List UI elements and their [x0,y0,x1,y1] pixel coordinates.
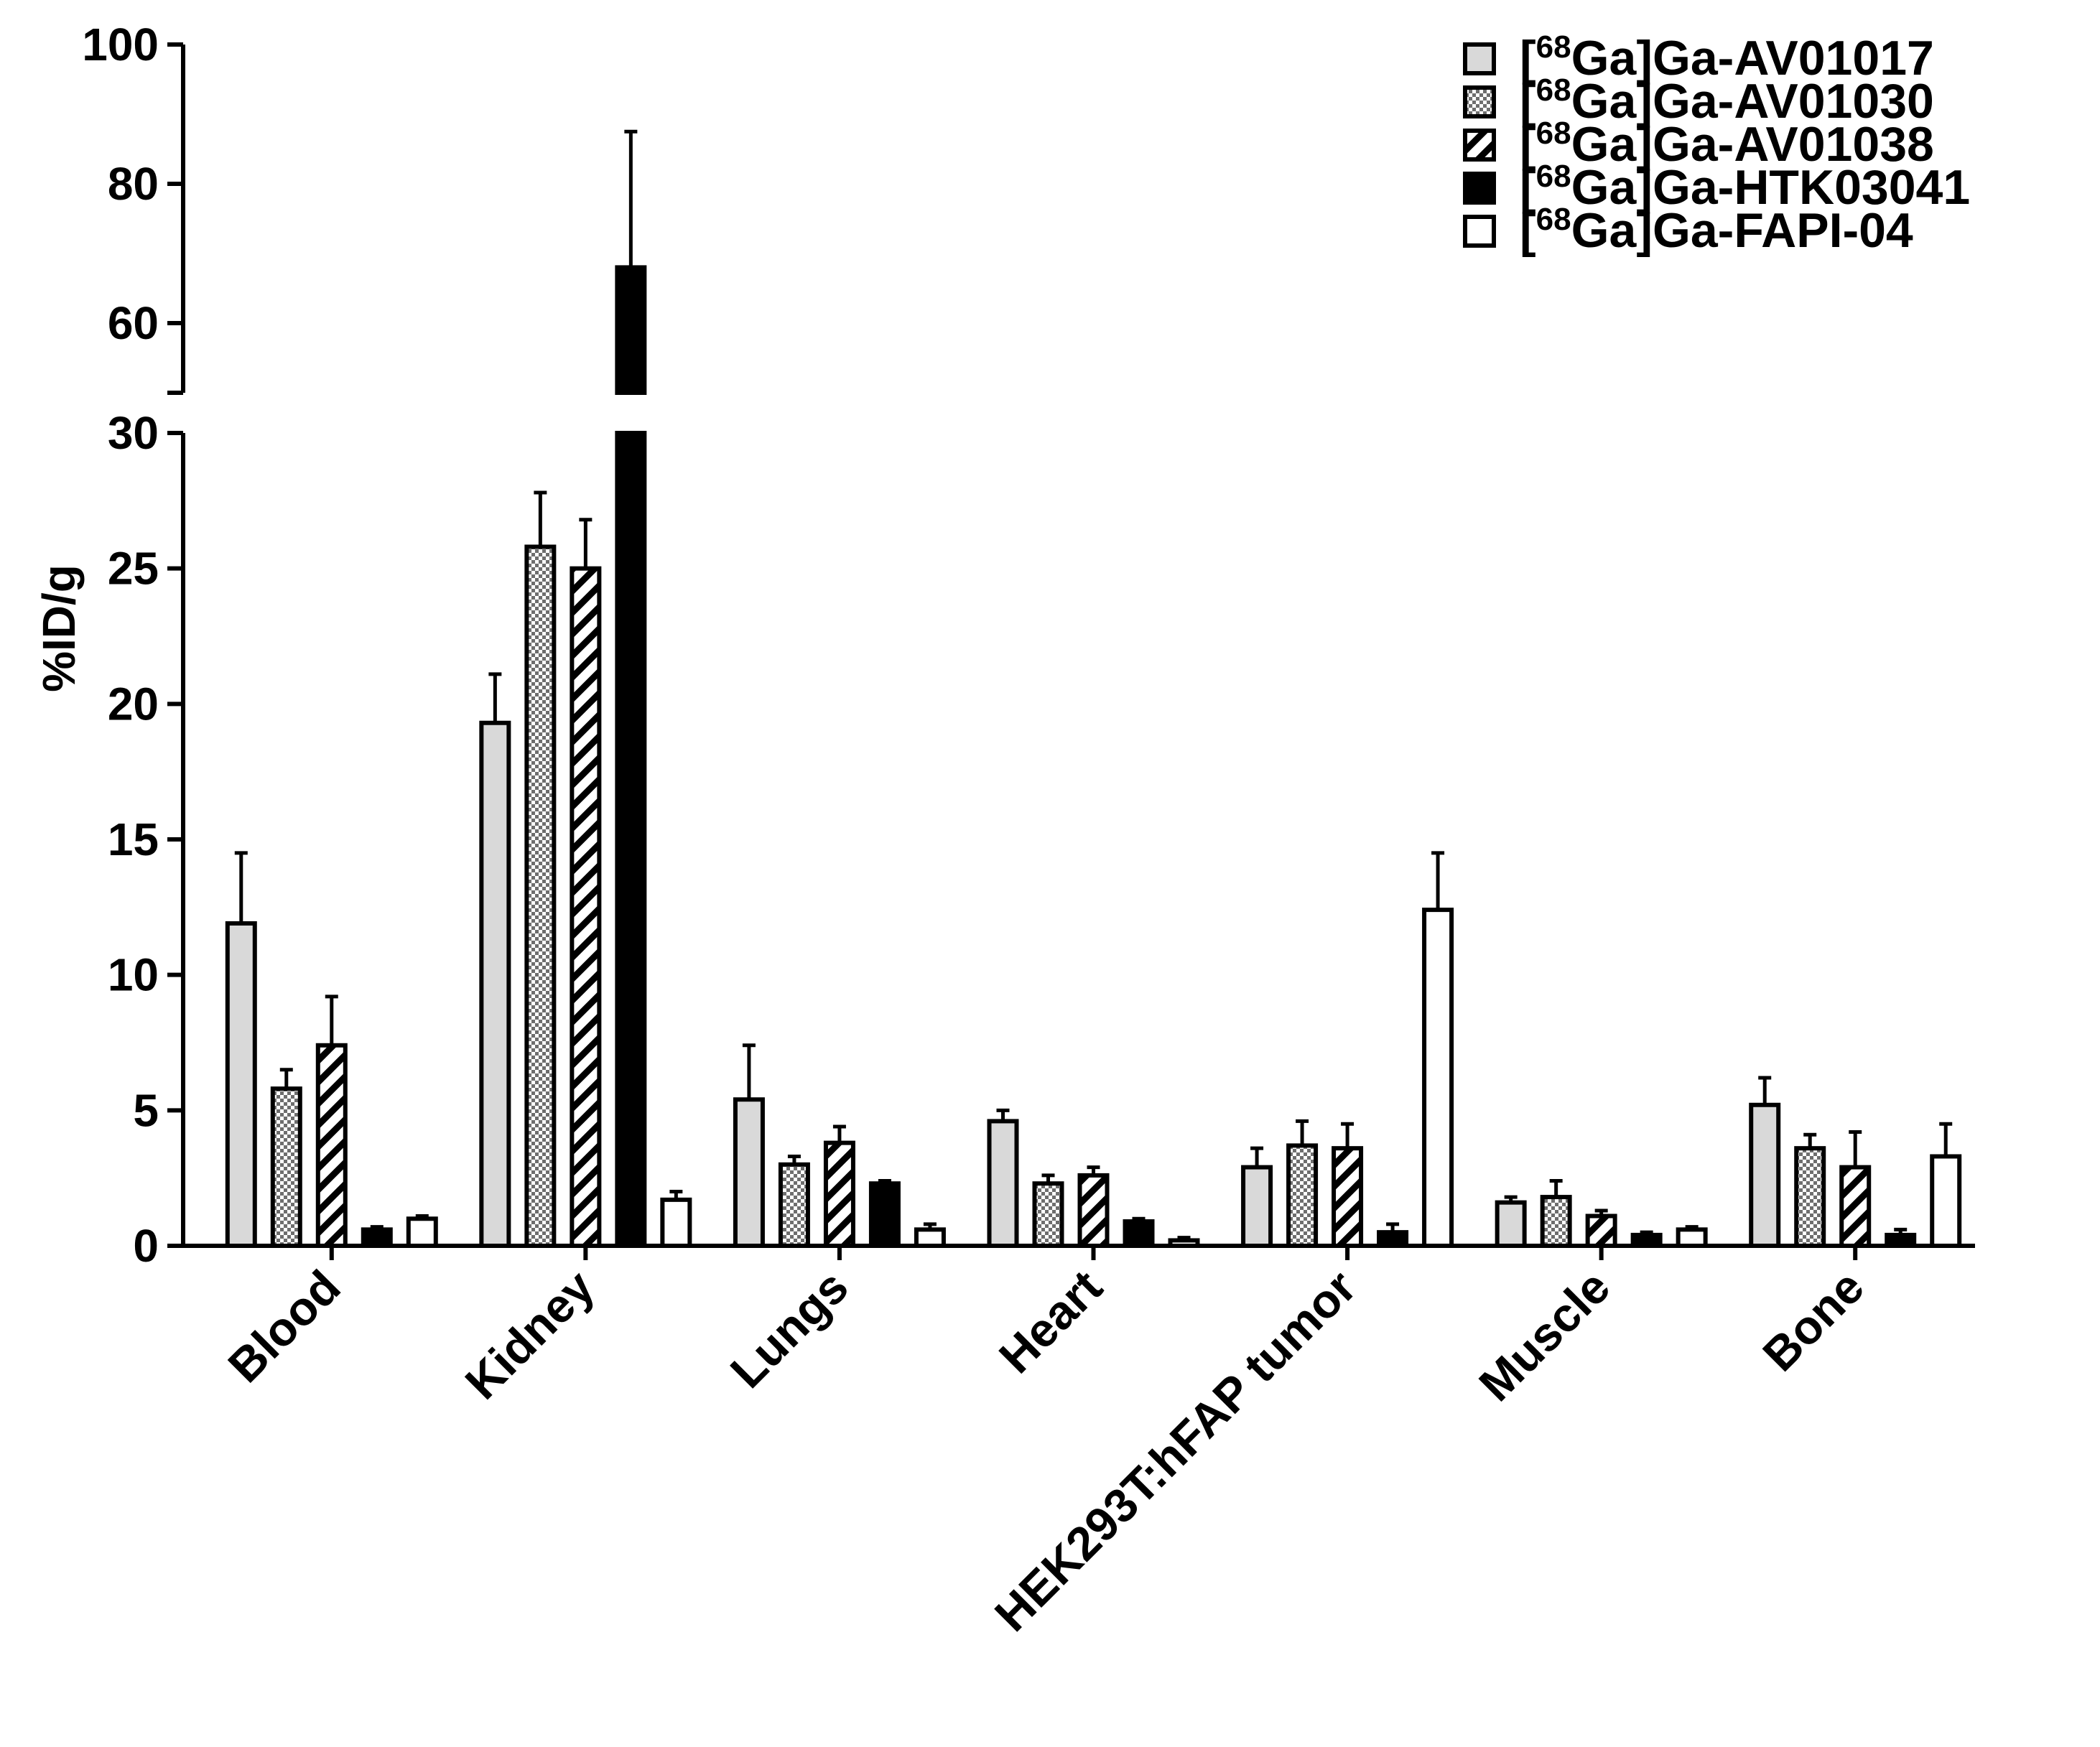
legend-compound-name: Ga]Ga-HTK03041 [1571,160,1971,215]
legend-label-ga-ga-htk03041: [68Ga]Ga-HTK03041 [1520,159,1970,215]
y-tick-group: 0 5 10 15 20 25 30 60 80 100 [82,19,183,1272]
legend-swatch-ga-ga-htk03041 [1463,172,1496,205]
legend: [68Ga]Ga-AV01017[68Ga]Ga-AV01030[68Ga]Ga… [1463,29,1970,258]
legend-isotope-superscript: 68 [1536,73,1571,108]
category-label-heart: Heart [989,1260,1112,1384]
y-tick-10-label: 10 [108,949,159,1001]
y-tick-60-label: 60 [108,297,159,349]
y-tick-30-label: 30 [108,407,159,459]
bar-ga-ga-av01030-kidney [524,544,557,1248]
bar-ga-ga-htk03041-muscle [1630,1232,1663,1248]
legend-label-ga-ga-fapi-04: [68Ga]Ga-FAPI-04 [1520,202,1913,258]
bar-ga-ga-av01038-hek293t-hfap-tumor [1332,1146,1364,1249]
bar-ga-ga-av01030-hek293t-hfap-tumor [1286,1143,1319,1249]
bar-ga-ga-av01017-blood [225,921,257,1249]
y-tick-20-label: 20 [108,678,159,730]
legend-isotope-superscript: 68 [1536,29,1571,65]
category-label-muscle: Muscle [1469,1260,1620,1412]
bar-ga-ga-av01030-muscle [1540,1195,1572,1248]
legend-isotope-superscript: 68 [1536,116,1571,151]
bar-ga-ga-av01038-blood [315,1043,348,1248]
y-tick-25-label: 25 [108,543,159,595]
y-tick-5-label: 5 [133,1084,159,1136]
bar-ga-ga-av01038-kidney [570,566,602,1248]
legend-compound-name: Ga]Ga-AV01038 [1571,117,1934,172]
category-label-bone: Bone [1752,1260,1874,1382]
bar-ga-ga-htk03041-hek293t-hfap-tumor [1377,1230,1409,1248]
legend-isotope-superscript: 68 [1536,202,1571,237]
bar-ga-ga-av01038-muscle [1585,1213,1617,1248]
y-tick-15-label: 15 [108,814,159,865]
legend-prefix: [ [1520,117,1536,172]
category-label-lungs: Lungs [720,1260,858,1398]
category-label-kidney: Kidney [455,1259,604,1409]
bar-ga-ga-fapi-04-muscle [1676,1227,1708,1248]
bar-ga-ga-av01017-lungs [733,1097,765,1248]
bar-ga-ga-av01030-lungs [778,1162,810,1249]
legend-label-ga-ga-av01038: [68Ga]Ga-AV01038 [1520,116,1934,172]
bar-ga-ga-av01017-bone [1749,1102,1781,1248]
y-tick-0-label: 0 [133,1220,159,1272]
bar-series-group [225,265,1962,1249]
legend-swatch-ga-ga-av01030 [1463,85,1496,118]
bar-ga-ga-htk03041-kidney-lower [615,431,647,1248]
y-tick-100-label: 100 [82,19,159,70]
bar-ga-ga-fapi-04-bone [1930,1154,1962,1248]
legend-compound-name: Ga]Ga-AV01017 [1571,31,1934,85]
bar-ga-ga-fapi-04-hek293t-hfap-tumor [1422,908,1454,1249]
legend-prefix: [ [1520,74,1536,129]
legend-swatch-ga-ga-av01038 [1463,129,1496,162]
legend-swatch-ga-ga-av01017 [1463,42,1496,75]
legend-prefix: [ [1520,31,1536,85]
y-tick-80-label: 80 [108,158,159,210]
bar-ga-ga-av01017-muscle [1495,1200,1527,1249]
bar-ga-ga-htk03041-kidney-upper [615,265,647,395]
bar-ga-ga-htk03041-lungs [868,1181,901,1249]
bar-ga-ga-av01030-bone [1794,1146,1826,1249]
legend-prefix: [ [1520,160,1536,215]
bar-ga-ga-av01017-kidney [479,720,511,1248]
bar-ga-ga-fapi-04-heart [1168,1238,1200,1249]
bar-ga-ga-av01030-blood [270,1086,302,1248]
bar-ga-ga-htk03041-blood [361,1227,393,1248]
legend-swatch-ga-ga-fapi-04 [1463,215,1496,248]
bar-ga-ga-av01030-heart [1032,1181,1064,1249]
bar-ga-ga-fapi-04-blood [406,1216,438,1249]
legend-label-ga-ga-av01030: [68Ga]Ga-AV01030 [1520,73,1934,129]
bar-ga-ga-av01038-bone [1839,1165,1872,1249]
y-axis-label: %ID/g [33,564,85,692]
bar-ga-ga-av01017-hek293t-hfap-tumor [1241,1165,1273,1249]
bar-ga-ga-av01038-heart [1077,1173,1110,1248]
bar-ga-ga-av01038-lungs [823,1140,855,1248]
legend-prefix: [ [1520,203,1536,258]
error-bar-group [234,129,1953,1241]
bar-ga-ga-av01017-heart [987,1119,1019,1248]
legend-compound-name: Ga]Ga-AV01030 [1571,74,1934,129]
category-label-blood: Blood [218,1260,350,1393]
bar-ga-ga-htk03041-heart [1123,1219,1155,1249]
legend-compound-name: Ga]Ga-FAPI-04 [1571,203,1913,258]
bar-ga-ga-fapi-04-kidney [660,1197,692,1249]
legend-isotope-superscript: 68 [1536,159,1571,194]
legend-label-ga-ga-av01017: [68Ga]Ga-AV01017 [1520,29,1934,85]
bar-ga-ga-fapi-04-lungs [914,1227,946,1248]
bar-ga-ga-htk03041-bone [1885,1232,1917,1248]
